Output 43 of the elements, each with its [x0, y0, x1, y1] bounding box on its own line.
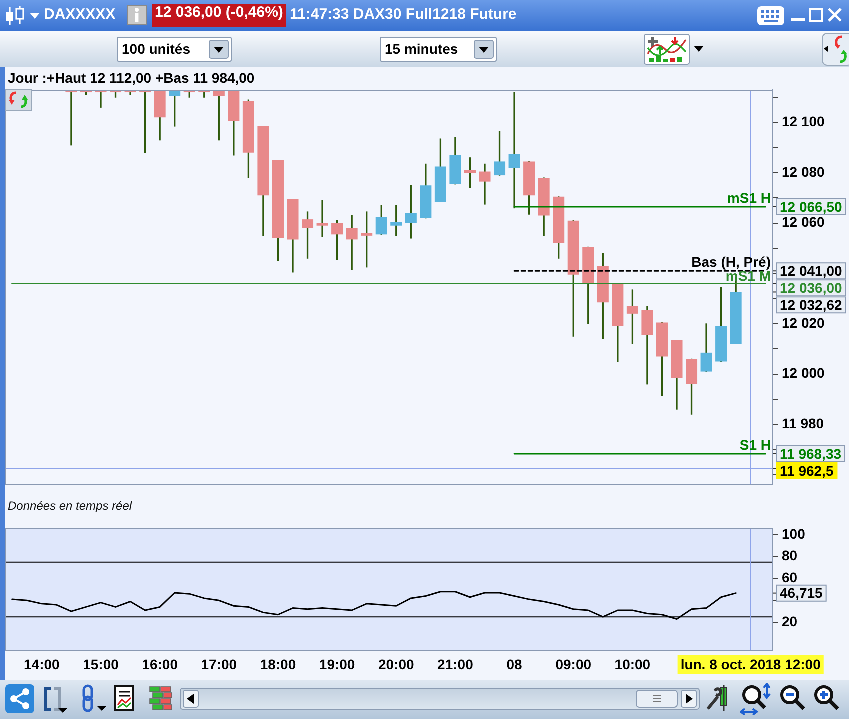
y-tick-label: 100	[782, 526, 806, 542]
candlestick	[508, 92, 520, 209]
text: 12 036,00 (-0,46%)	[152, 4, 286, 27]
x-tick-label: 17:00	[201, 656, 238, 672]
chart-subtitle: 11:47:33 DAX30 Full1218 Future	[290, 6, 517, 23]
y-tick-label: 20	[782, 613, 798, 630]
select-box: 15 minutes	[380, 37, 497, 62]
x-tick-label: 21:00	[438, 656, 474, 672]
y-tick-label: 60	[782, 570, 798, 586]
text: Données en temps réel	[8, 499, 132, 513]
text: 46,715	[780, 585, 824, 602]
candlestick	[479, 164, 491, 205]
series-label: Bas (H, Pré)	[692, 254, 771, 270]
x-tick-label: 16:00	[142, 656, 178, 672]
y-tick-label: 12 080	[782, 164, 826, 180]
x-tick-label: 14:00	[24, 656, 60, 672]
data-label: 12 041,00	[780, 263, 842, 280]
data-label: 12 066,50	[780, 198, 842, 215]
ref-line-label: 11 962,5	[780, 462, 834, 479]
series-label: mS1 H	[727, 190, 771, 206]
candlestick	[346, 215, 358, 270]
candlestick	[316, 200, 328, 238]
chart-title: DAXXXXX	[44, 6, 116, 23]
x-tick-label: 10:00	[614, 656, 651, 672]
data-label: 11 968,33	[780, 446, 842, 462]
y-tick-label: 80	[782, 548, 798, 564]
text: Jour :+Haut 12 112,00 +Bas 11 984,00	[8, 70, 255, 86]
x-tick-label: 18:00	[260, 656, 296, 672]
y-tick-label: 12 100	[782, 114, 826, 130]
x-tick-label: 09:00	[556, 656, 592, 672]
text: 12 032,62	[780, 297, 842, 314]
y-tick-label: 12 020	[782, 314, 826, 331]
series-label: S1 H	[740, 436, 771, 453]
x-tick-label: 20:00	[378, 656, 414, 672]
x-tick-label: 15:00	[83, 656, 120, 672]
x-tick-label: 19:00	[319, 656, 356, 672]
select-box: 100 unités	[117, 37, 232, 62]
y-tick-label: 11 980	[782, 415, 824, 432]
y-tick-label: 12 060	[782, 214, 826, 230]
x-tick-label: 08	[506, 656, 523, 672]
y-tick-label: 12 000	[782, 365, 826, 382]
data-label: 12 036,00	[780, 280, 842, 296]
x-tick-label: lun. 8 oct. 2018 12:00	[680, 656, 822, 672]
